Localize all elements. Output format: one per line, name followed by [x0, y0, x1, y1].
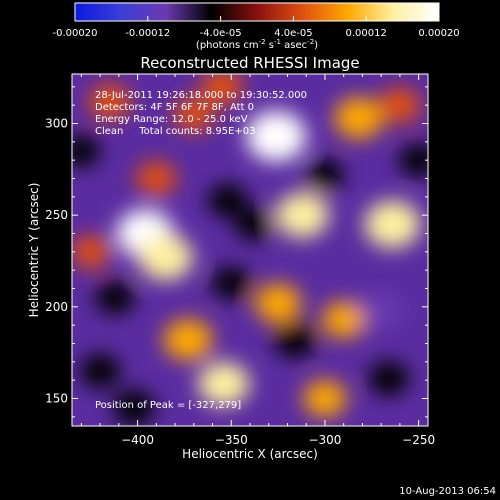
y-tick-label: 150 [45, 392, 68, 406]
x-tick-label: −250 [402, 433, 435, 447]
info-line-energy: Energy Range: 12.0 - 25.0 keV [95, 114, 248, 125]
emission-blob [197, 361, 250, 406]
negative-blob [306, 158, 344, 191]
colorbar: -0.00020 -0.00012 -4.0e-05 4.0e-05 0.00012 0.… [53, 2, 460, 51]
colorbar-gradient [74, 2, 440, 22]
colorbar-tick-label: -4.0e-05 [200, 28, 242, 39]
emission-blob [303, 380, 347, 417]
x-axis-label: Heliocentric X (arcsec) [182, 447, 318, 461]
emission-blob [275, 192, 329, 238]
emission-blob [334, 97, 384, 139]
colorbar-tick-label: 0.00020 [418, 28, 459, 39]
heatmap-image [72, 74, 428, 426]
colorbar-tick-label: -0.00020 [53, 28, 98, 39]
heatmap-blobs [72, 74, 428, 426]
info-line-time: 28-Jul-2011 19:26:18.000 to 19:30:52.000 [95, 90, 307, 101]
emission-blob [201, 74, 243, 105]
negative-blob [208, 183, 248, 218]
y-tick-label: 200 [45, 300, 68, 314]
colorbar-ticks: -0.00020 -0.00012 -4.0e-05 4.0e-05 0.00012 0.… [53, 16, 460, 39]
emission-blob [364, 200, 421, 249]
y-tick-label: 250 [45, 208, 68, 222]
colorbar-tick-label: 4.0e-05 [274, 28, 312, 39]
negative-blob [274, 322, 316, 358]
x-tick-label: −350 [215, 433, 248, 447]
negative-blob [79, 353, 121, 389]
emission-blob [255, 283, 302, 323]
emission-blob [173, 97, 214, 132]
x-axis: −400 −350 −300 −250 [80, 74, 435, 447]
negative-blob [211, 266, 251, 300]
info-line-detectors: Detectors: 4F 5F 6F 7F 8F, Att 0 [95, 102, 254, 113]
y-axis: 150 200 250 300 [45, 86, 428, 418]
info-block: 28-Jul-2011 19:26:18.000 to 19:30:52.000… [95, 90, 307, 137]
x-tick-label: −400 [121, 433, 154, 447]
negative-blob [112, 389, 155, 426]
negative-blob [72, 135, 101, 167]
y-tick-label: 300 [45, 117, 68, 131]
peak-position-label: Position of Peak = [-327,279] [95, 400, 241, 411]
x-tick-label: −300 [308, 433, 341, 447]
negative-blob [399, 143, 428, 177]
emission-blob [163, 319, 213, 361]
colorbar-tick-label: 0.00012 [346, 28, 387, 39]
emission-blob [88, 83, 131, 120]
y-axis-label: Heliocentric Y (arcsec) [27, 183, 41, 318]
emission-blob [246, 110, 307, 162]
emission-blob [138, 234, 193, 281]
info-line-counts: Clean Total counts: 8.95E+03 [95, 126, 255, 137]
chart-title: Reconstructed RHESSI Image [140, 54, 359, 72]
negative-blob [368, 361, 409, 396]
emission-blob [322, 301, 366, 339]
colorbar-tick-label: -0.00012 [125, 28, 170, 39]
negative-blob [359, 292, 403, 329]
emission-blob [136, 161, 177, 196]
footer-date: 10-Aug-2013 06:54 [399, 486, 496, 497]
negative-blob [95, 281, 135, 315]
emission-blob [72, 235, 111, 269]
colorbar-units: (photons cm-2 s-1 asec-2) [196, 38, 318, 51]
emission-blob [378, 87, 421, 123]
negative-blob [234, 208, 273, 241]
